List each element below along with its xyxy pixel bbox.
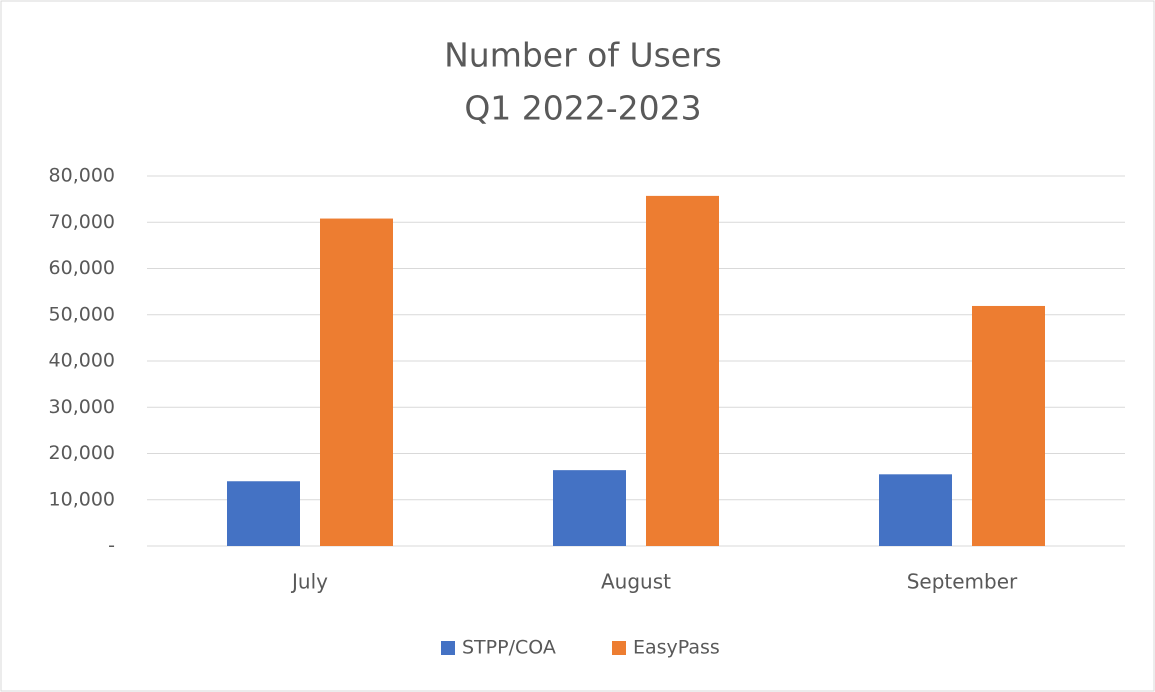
chart-subtitle: Q1 2022-2023 <box>464 89 701 128</box>
y-tick-label: - <box>108 535 115 557</box>
bar <box>553 470 626 546</box>
bar <box>972 305 1045 546</box>
y-tick-label: 40,000 <box>49 350 115 372</box>
y-tick-label: 80,000 <box>49 165 115 187</box>
legend-label: STPP/COA <box>462 637 556 659</box>
y-tick-label: 60,000 <box>49 257 115 279</box>
x-tick-label: July <box>290 570 328 594</box>
bar <box>227 481 300 546</box>
y-tick-label: 50,000 <box>49 303 115 325</box>
y-tick-label: 70,000 <box>49 211 115 233</box>
bar <box>646 195 719 546</box>
chart-title: Number of Users <box>444 36 722 75</box>
legend-label: EasyPass <box>633 637 720 659</box>
y-tick-label: 10,000 <box>49 488 115 510</box>
legend-swatch <box>441 641 455 655</box>
y-tick-label: 30,000 <box>49 396 115 418</box>
y-tick-label: 20,000 <box>49 442 115 464</box>
bar <box>320 218 393 547</box>
bar <box>879 474 952 546</box>
x-tick-label: September <box>907 570 1018 594</box>
x-tick-label: August <box>601 570 671 594</box>
legend-swatch <box>612 641 626 655</box>
